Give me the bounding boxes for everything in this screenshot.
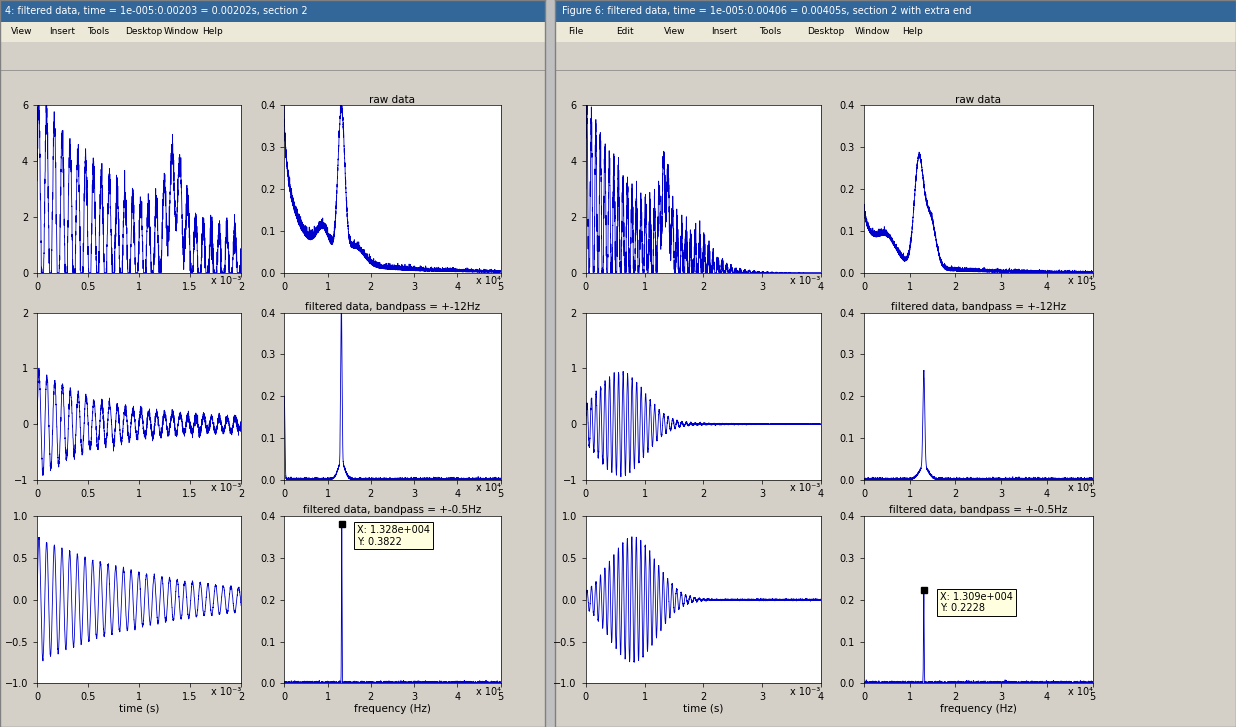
Bar	[555, 0, 1236, 22]
Text: File: File	[569, 28, 583, 36]
Title: raw data: raw data	[370, 95, 415, 105]
Text: Insert: Insert	[712, 28, 738, 36]
Text: x 10⁻³: x 10⁻³	[211, 276, 241, 286]
X-axis label: time (s): time (s)	[119, 704, 159, 714]
Text: x 10⁴: x 10⁴	[1068, 483, 1093, 493]
Text: Window: Window	[854, 28, 890, 36]
Bar	[555, 42, 1236, 70]
Text: Desktop: Desktop	[807, 28, 844, 36]
Text: 4: filtered data, time = 1e-005:0.00203 = 0.00202s, section 2: 4: filtered data, time = 1e-005:0.00203 …	[5, 6, 308, 16]
Text: x 10⁻³: x 10⁻³	[791, 687, 821, 696]
Text: Insert: Insert	[49, 28, 75, 36]
Bar	[0, 0, 545, 22]
Text: Help: Help	[201, 28, 222, 36]
Text: Help: Help	[902, 28, 923, 36]
Text: View: View	[11, 28, 32, 36]
X-axis label: time (s): time (s)	[684, 704, 723, 714]
Text: x 10⁴: x 10⁴	[476, 483, 501, 493]
Bar	[0, 42, 545, 70]
Text: x 10⁴: x 10⁴	[476, 276, 501, 286]
Text: View: View	[664, 28, 686, 36]
Text: Tools: Tools	[759, 28, 781, 36]
Title: filtered data, bandpass = +-0.5Hz: filtered data, bandpass = +-0.5Hz	[889, 505, 1068, 515]
Text: x 10⁻³: x 10⁻³	[211, 483, 241, 493]
Text: Tools: Tools	[88, 28, 109, 36]
Text: X: 1.328e+004
Y: 0.3822: X: 1.328e+004 Y: 0.3822	[357, 525, 430, 547]
Text: x 10⁴: x 10⁴	[476, 687, 501, 696]
X-axis label: frequency (Hz): frequency (Hz)	[939, 704, 1017, 714]
Bar	[0, 22, 545, 42]
Bar	[555, 22, 1236, 42]
Title: filtered data, bandpass = +-12Hz: filtered data, bandpass = +-12Hz	[891, 302, 1065, 312]
Text: x 10⁴: x 10⁴	[1068, 687, 1093, 696]
Text: Desktop: Desktop	[125, 28, 163, 36]
Text: Window: Window	[163, 28, 199, 36]
Title: filtered data, bandpass = +-12Hz: filtered data, bandpass = +-12Hz	[305, 302, 480, 312]
Text: x 10⁻³: x 10⁻³	[791, 483, 821, 493]
X-axis label: frequency (Hz): frequency (Hz)	[353, 704, 431, 714]
Text: x 10⁴: x 10⁴	[1068, 276, 1093, 286]
Text: x 10⁻³: x 10⁻³	[211, 687, 241, 696]
Text: Figure 6: filtered data, time = 1e-005:0.00406 = 0.00405s, section 2 with extra : Figure 6: filtered data, time = 1e-005:0…	[562, 6, 971, 16]
Text: X: 1.309e+004
Y: 0.2228: X: 1.309e+004 Y: 0.2228	[939, 592, 1012, 613]
Text: x 10⁻³: x 10⁻³	[791, 276, 821, 286]
Title: filtered data, bandpass = +-0.5Hz: filtered data, bandpass = +-0.5Hz	[303, 505, 482, 515]
Text: Edit: Edit	[617, 28, 634, 36]
Title: raw data: raw data	[955, 95, 1001, 105]
